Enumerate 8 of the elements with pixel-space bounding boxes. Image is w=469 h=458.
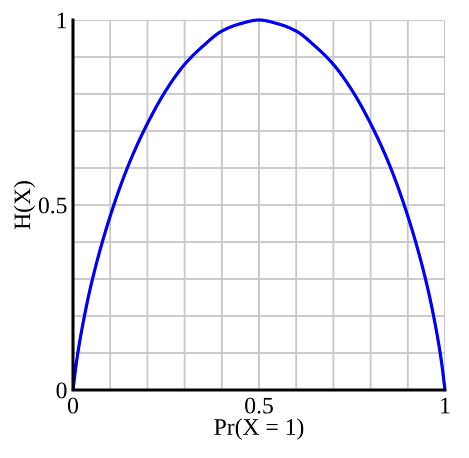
x-axis-title: Pr(X = 1) [214, 418, 304, 440]
y-tick-label: 1 [58, 12, 66, 28]
x-tick-label: 1 [441, 398, 450, 414]
y-tick-label: 0.5 [38, 197, 67, 214]
x-tick-label: 0.5 [245, 398, 273, 414]
x-tick-label: 0 [68, 398, 78, 414]
y-axis-title: H(X) [14, 181, 36, 230]
y-tick-label: 0 [56, 382, 67, 398]
